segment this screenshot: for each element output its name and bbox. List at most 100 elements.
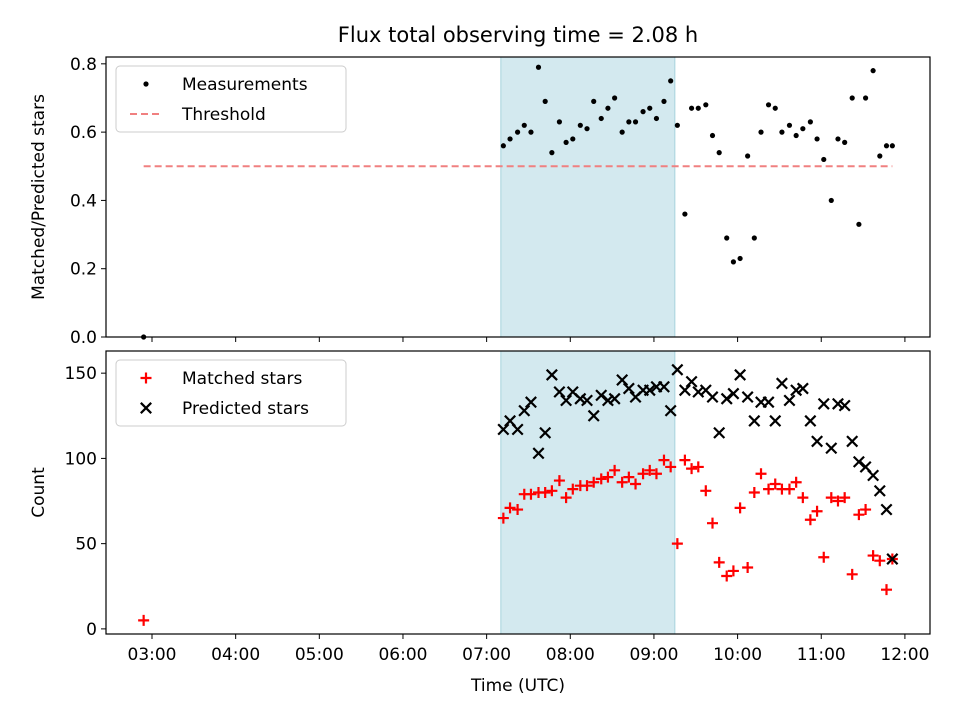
data-point-dot — [779, 129, 785, 135]
data-point-dot — [514, 129, 521, 135]
data-point-dot — [751, 235, 757, 241]
data-point — [706, 391, 719, 404]
y-tick-label: 0.6 — [70, 123, 97, 143]
data-point — [877, 153, 883, 159]
data-point — [730, 259, 737, 265]
legend-marker-plus — [140, 372, 152, 384]
data-point-x — [804, 414, 817, 427]
data-point — [852, 455, 865, 468]
data-point — [560, 394, 573, 407]
data-point-x — [796, 382, 809, 395]
data-point-x — [678, 384, 691, 397]
data-point — [518, 404, 531, 417]
x-tick-label: 06:00 — [378, 645, 427, 665]
data-point — [588, 476, 600, 488]
data-point-dot — [521, 122, 527, 128]
data-point — [685, 375, 698, 388]
data-point — [549, 150, 555, 156]
data-point — [605, 105, 611, 111]
data-point-plus — [804, 514, 816, 526]
data-point-dot — [653, 115, 660, 122]
data-point-dot — [786, 122, 793, 128]
data-point-dot — [877, 153, 883, 159]
data-point — [814, 136, 820, 142]
data-point — [703, 102, 709, 108]
data-point — [734, 368, 747, 381]
data-point-plus — [616, 476, 628, 488]
data-point-plus — [539, 487, 551, 498]
data-point-x — [775, 377, 788, 390]
data-point — [521, 122, 527, 128]
data-point — [616, 374, 629, 386]
data-point — [514, 129, 521, 135]
data-point — [734, 502, 746, 514]
data-point-dot — [842, 139, 848, 145]
data-point — [700, 485, 712, 497]
y-tick-label: 0.8 — [70, 55, 97, 75]
data-point-plus — [742, 562, 754, 574]
data-point — [713, 426, 726, 439]
legend-label: Threshold — [181, 105, 266, 125]
data-point-x — [762, 396, 775, 409]
data-point-x — [852, 455, 865, 468]
data-point-plus — [734, 502, 746, 514]
data-point-plus — [602, 471, 614, 483]
data-point-dot — [626, 119, 632, 125]
data-point-x — [545, 368, 558, 381]
data-point-x — [553, 385, 566, 398]
data-point — [653, 115, 660, 122]
data-point — [658, 454, 670, 466]
data-point-plus — [839, 492, 851, 504]
data-point-dot — [716, 150, 722, 156]
legend-label: Measurements — [182, 75, 308, 95]
data-point — [650, 468, 662, 480]
data-point-plus — [825, 492, 837, 504]
data-point-plus — [700, 485, 712, 497]
data-point — [556, 119, 563, 125]
data-point — [811, 505, 823, 517]
data-point-plus — [644, 464, 656, 476]
data-point-x — [713, 426, 726, 439]
data-point-plus — [783, 483, 795, 495]
panel-2: 0 50 100 150 03:00 04:00 05:00 06:00 07:00 08:00 0… — [29, 350, 931, 665]
data-point-dot — [674, 122, 680, 128]
data-point-x — [886, 553, 899, 565]
data-point-dot — [793, 132, 799, 139]
data-point-plus — [553, 475, 565, 487]
data-point — [560, 492, 572, 504]
data-point-plus — [748, 487, 760, 498]
data-point-plus — [581, 480, 593, 492]
data-point-plus — [727, 565, 739, 577]
data-point — [811, 435, 824, 448]
data-point — [532, 447, 545, 460]
data-point-x — [671, 363, 684, 376]
data-point — [724, 235, 730, 241]
data-point — [619, 129, 625, 135]
data-point-plus — [567, 483, 579, 495]
data-point-dot — [703, 102, 709, 108]
panel-1: 0.0 0.2 0.4 0.6 0.8 Matched/Predicted stars Me… — [29, 55, 931, 348]
x-tick-label: 10:00 — [713, 645, 762, 665]
data-point — [881, 584, 892, 596]
data-point-dot — [647, 105, 653, 111]
data-point — [874, 555, 886, 567]
data-point-plus — [609, 464, 621, 476]
data-point-dot — [870, 68, 876, 74]
data-point — [755, 468, 767, 480]
data-point — [775, 377, 788, 390]
data-point — [602, 471, 614, 483]
data-point — [679, 454, 691, 466]
data-point-x — [706, 391, 719, 404]
data-point — [846, 568, 858, 580]
data-point — [762, 396, 775, 409]
data-point — [769, 414, 782, 427]
data-point-plus — [692, 461, 704, 473]
data-point — [637, 468, 649, 480]
data-point — [612, 95, 618, 101]
data-point — [745, 153, 751, 159]
data-point — [504, 502, 516, 514]
data-point — [742, 562, 754, 574]
data-point-plus — [679, 454, 691, 466]
data-point — [853, 509, 865, 521]
data-point — [626, 119, 632, 125]
